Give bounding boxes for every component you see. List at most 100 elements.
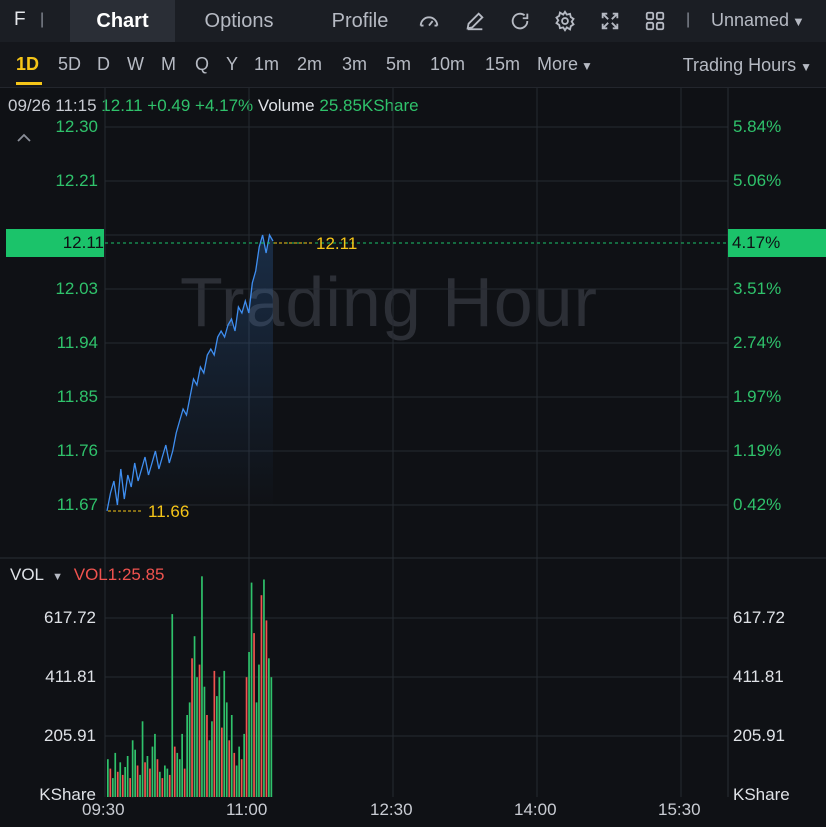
pct-tick-right: 5.06% xyxy=(733,171,782,190)
pct-tick-right: 3.51% xyxy=(733,279,782,298)
gear-icon[interactable] xyxy=(552,8,578,34)
volume-bar xyxy=(164,765,166,797)
trading-hours-dropdown[interactable]: Trading Hours ▼ xyxy=(683,55,812,76)
price-area xyxy=(107,235,273,511)
timeframe-q[interactable]: Q xyxy=(195,54,210,74)
volume-bar xyxy=(114,752,117,797)
tab-chart[interactable]: Chart xyxy=(70,0,175,42)
ticker-separator: | xyxy=(40,11,45,28)
pct-tick-right: 1.97% xyxy=(733,387,782,406)
volume-bar xyxy=(233,752,236,797)
volume-bar xyxy=(154,733,156,797)
volume-bar xyxy=(124,767,126,797)
volume-bar xyxy=(268,658,270,797)
timeframe-2m[interactable]: 2m xyxy=(297,54,323,74)
timeframe-d[interactable]: D xyxy=(97,54,110,74)
chevron-down-icon: ▼ xyxy=(800,60,812,74)
volume-bar xyxy=(198,664,201,797)
timeframe-15m[interactable]: 15m xyxy=(485,54,521,74)
timeframe-5d[interactable]: 5D xyxy=(58,54,82,74)
pen-edit-icon[interactable] xyxy=(462,8,488,34)
volume-bar xyxy=(245,677,248,797)
volume-label: Volume xyxy=(257,96,315,115)
volume-bar xyxy=(186,715,188,797)
volume-tick-left: 411.81 xyxy=(45,667,96,686)
volume-bar xyxy=(230,715,233,797)
volume-bar xyxy=(151,746,154,797)
volume-bar xyxy=(263,579,265,797)
volume-bar xyxy=(240,759,243,797)
volume-bar xyxy=(193,636,196,797)
volume-bar xyxy=(243,733,245,797)
volume-bar xyxy=(126,756,129,797)
volume-bar xyxy=(134,749,136,797)
grid-layout-icon[interactable] xyxy=(642,8,668,34)
volume-bar xyxy=(146,756,149,797)
volume-bar xyxy=(196,677,198,797)
speed-gauge-icon[interactable] xyxy=(416,8,442,34)
timeframe-1d[interactable]: 1D xyxy=(16,54,40,74)
volume-bar xyxy=(248,652,250,797)
volume-bar xyxy=(109,768,112,797)
volume-bar xyxy=(255,702,258,797)
volume-bar xyxy=(183,768,186,797)
volume-bar xyxy=(223,670,226,797)
volume-bar xyxy=(166,768,169,797)
ticker-symbol[interactable]: F xyxy=(14,9,26,30)
volume-bar xyxy=(176,752,179,797)
volume-bar xyxy=(112,778,114,797)
volume-bar xyxy=(107,759,109,797)
pct-tick-right: 2.74% xyxy=(733,333,782,352)
session-label: Trading Hours xyxy=(682,55,797,75)
timeframe-bar: 1D 5D D W M Q Y 1m 2m 3m 5m 10m 15m More… xyxy=(0,42,826,88)
fullscreen-icon[interactable] xyxy=(597,8,623,34)
chevron-down-icon[interactable]: ▼ xyxy=(52,571,64,583)
more-timeframes-dropdown[interactable]: More ▼ xyxy=(537,54,593,75)
current-pct-value: 4.17% xyxy=(732,233,781,252)
current-pct-badge: 4.17% xyxy=(728,229,826,257)
volume-header: VOL ▼ VOL1:25.85 xyxy=(10,565,165,585)
price-tick-left: 12.21 xyxy=(55,171,98,190)
volume-bar xyxy=(161,778,164,797)
refresh-icon[interactable] xyxy=(507,8,533,34)
volume-bar xyxy=(173,746,176,797)
price-tick-left: 11.76 xyxy=(56,441,98,460)
more-label: More xyxy=(537,54,579,74)
tab-options[interactable]: Options xyxy=(204,10,274,32)
volume-bar xyxy=(141,721,144,797)
tab-profile[interactable]: Profile xyxy=(331,10,389,32)
volume-bar xyxy=(225,702,228,797)
volume-bar xyxy=(156,759,159,797)
volume-unit-left: KShare xyxy=(39,785,96,804)
current-price-badge: 12.11 xyxy=(6,229,104,257)
volume-bar xyxy=(136,765,139,797)
volume-bar xyxy=(265,620,268,797)
chevron-up-icon[interactable] xyxy=(16,132,32,144)
volume-value: 25.85KShare xyxy=(319,96,419,115)
volume-bar xyxy=(121,774,124,797)
timeframe-y[interactable]: Y xyxy=(226,54,239,74)
toolbar-separator: | xyxy=(686,11,691,28)
volume-bar xyxy=(216,696,218,797)
volume-bar xyxy=(253,633,255,797)
volume-bar xyxy=(203,686,206,797)
layout-name-dropdown[interactable]: Unnamed ▼ xyxy=(711,10,805,31)
timeframe-10m[interactable]: 10m xyxy=(430,54,466,74)
volume-tick-right: 617.72 xyxy=(733,608,785,627)
timeframe-m[interactable]: M xyxy=(161,54,176,74)
volume-bar xyxy=(235,765,238,797)
timeframe-1m[interactable]: 1m xyxy=(254,54,280,74)
quote-change: +0.49 xyxy=(147,96,191,115)
volume-bar xyxy=(131,740,134,798)
timeframe-w[interactable]: W xyxy=(127,54,144,74)
timeframe-5m[interactable]: 5m xyxy=(386,54,412,74)
price-tick-left: 12.30 xyxy=(55,117,98,136)
pct-tick-right: 1.19% xyxy=(733,441,782,460)
volume-tick-right: 411.81 xyxy=(733,667,784,686)
volume-bar xyxy=(221,727,223,797)
volume-indicator-label[interactable]: VOL xyxy=(10,565,44,584)
timeframe-3m[interactable]: 3m xyxy=(342,54,368,74)
volume-bar xyxy=(213,670,216,797)
time-tick: 11:00 xyxy=(226,800,268,819)
